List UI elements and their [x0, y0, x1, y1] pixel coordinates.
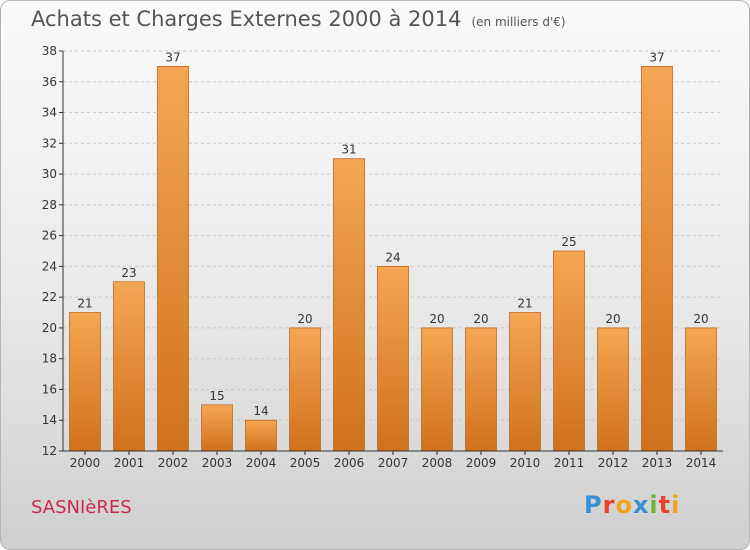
y-tick-label: 14 [42, 413, 57, 427]
y-tick-label: 38 [42, 44, 57, 58]
y-tick-label: 34 [42, 106, 57, 120]
chart-subtitle: (en milliers d'€) [471, 15, 566, 29]
y-tick-label: 26 [42, 229, 57, 243]
x-tick-label: 2011 [554, 456, 585, 470]
y-tick-label: 36 [42, 75, 57, 89]
y-tick-label: 18 [42, 352, 57, 366]
data-label: 37 [649, 50, 664, 64]
logo-letter: x [632, 491, 650, 519]
bar [685, 327, 717, 452]
data-label: 31 [341, 143, 356, 157]
logo-letter: o [615, 491, 633, 519]
chart-title: Achats et Charges Externes 2000 à 2014 (e… [31, 7, 566, 31]
bar [157, 65, 189, 452]
data-label: 37 [165, 50, 180, 64]
data-label: 24 [385, 250, 400, 264]
bar [553, 250, 585, 452]
x-tick-label: 2003 [202, 456, 233, 470]
bar [509, 312, 541, 452]
data-label: 20 [429, 312, 444, 326]
data-label: 20 [605, 312, 620, 326]
bar [201, 404, 233, 452]
logo-letter: i [649, 491, 659, 519]
x-tick-label: 2013 [642, 456, 673, 470]
x-tick-label: 2010 [510, 456, 541, 470]
x-tick-label: 2006 [334, 456, 365, 470]
x-tick-label: 2000 [70, 456, 101, 470]
logo-letter: t [658, 491, 672, 519]
logo-letter: i [671, 491, 681, 519]
y-tick-label: 12 [42, 444, 57, 458]
bar [333, 158, 365, 452]
x-tick-label: 2002 [158, 456, 189, 470]
bar [377, 265, 409, 452]
data-label: 23 [121, 266, 136, 280]
data-label: 14 [253, 404, 268, 418]
x-tick-label: 2012 [598, 456, 629, 470]
bar [465, 327, 497, 452]
bar [69, 312, 101, 452]
x-tick-label: 2007 [378, 456, 409, 470]
data-label: 21 [77, 297, 92, 311]
y-tick-label: 22 [42, 290, 57, 304]
x-tick-label: 2014 [686, 456, 717, 470]
data-label: 21 [517, 297, 532, 311]
bar [641, 65, 673, 452]
chart-title-text: Achats et Charges Externes 2000 à 2014 [31, 7, 462, 31]
bar [113, 281, 145, 452]
bar [289, 327, 321, 452]
y-tick-label: 30 [42, 167, 57, 181]
logo-letter: r [602, 491, 616, 519]
x-tick-label: 2005 [290, 456, 321, 470]
y-tick-label: 16 [42, 382, 57, 396]
data-label: 20 [473, 312, 488, 326]
logo-letter: P [584, 491, 603, 519]
data-label: 20 [297, 312, 312, 326]
y-tick-label: 32 [42, 136, 57, 150]
x-tick-label: 2009 [466, 456, 497, 470]
y-tick-label: 20 [42, 321, 57, 335]
bar [245, 419, 277, 452]
data-label: 25 [561, 235, 576, 249]
proxiti-logo[interactable]: Proxiti [584, 491, 680, 519]
x-tick-label: 2001 [114, 456, 145, 470]
y-tick-label: 24 [42, 259, 57, 273]
bar [597, 327, 629, 452]
y-tick-label: 28 [42, 198, 57, 212]
x-tick-label: 2008 [422, 456, 453, 470]
x-tick-label: 2004 [246, 456, 277, 470]
data-label: 15 [209, 389, 224, 403]
data-label: 20 [693, 312, 708, 326]
bar [421, 327, 453, 452]
commune-name: SASNIèRES [31, 497, 132, 518]
